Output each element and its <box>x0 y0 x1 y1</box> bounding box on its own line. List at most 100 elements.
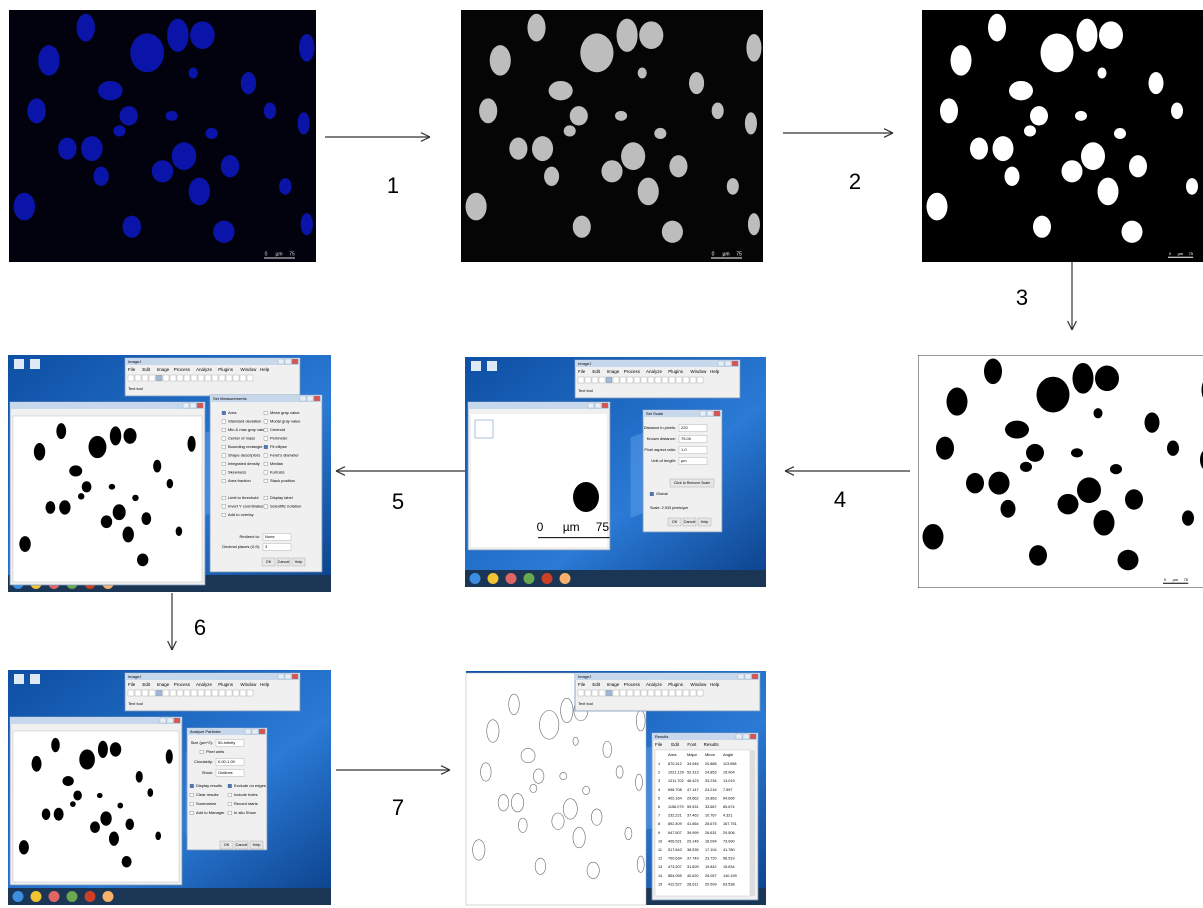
taskbar-icon <box>102 891 114 902</box>
nucleus-black <box>51 737 60 753</box>
nucleus-blue <box>167 18 189 52</box>
checkbox <box>263 453 268 458</box>
nucleus-black <box>1020 461 1032 472</box>
nucleus-black <box>108 483 116 490</box>
table-cell: 16.094 <box>705 839 717 843</box>
window-button <box>313 395 321 402</box>
nucleus-black <box>165 749 173 764</box>
tool-icon <box>211 689 219 697</box>
taskbar-icon <box>48 891 60 902</box>
set-scale-dialog-titlebar <box>643 410 722 417</box>
button-label: Help <box>253 843 261 847</box>
checkbox <box>221 504 226 509</box>
checkbox-label: Display results <box>196 783 222 788</box>
table-cell: 96.519 <box>723 857 735 861</box>
tool-icon <box>246 374 254 382</box>
arrow-head <box>883 132 894 138</box>
nucleus-black <box>936 436 954 460</box>
nucleus-gray <box>601 160 623 183</box>
tool-icon <box>668 689 676 697</box>
nucleus-black <box>45 501 56 514</box>
desktop-icon <box>487 361 497 371</box>
button-label: Cancel <box>278 560 290 564</box>
menu-item: Results <box>704 742 720 747</box>
nucleus-white <box>1033 215 1051 238</box>
table-cell: 4 <box>658 788 660 792</box>
nucleus-outline <box>572 827 586 849</box>
nucleus-black <box>59 500 71 515</box>
window-title: Results <box>655 734 668 739</box>
menu-item: Edit <box>671 742 680 747</box>
results-window-titlebar <box>652 733 758 740</box>
nucleus-blue <box>122 215 142 238</box>
nucleus-gray <box>580 33 614 73</box>
image-window-titlebar <box>10 402 205 409</box>
nucleus-black <box>100 811 112 826</box>
nucleus-black <box>147 788 154 797</box>
analyze-particles-dialog <box>186 727 268 851</box>
button-label: Cancel <box>684 520 696 524</box>
table-cell: 26.631 <box>705 831 717 835</box>
table-cell: 517.643 <box>668 848 682 852</box>
nucleus-black <box>33 443 46 461</box>
nucleus-outline <box>586 861 600 879</box>
nucleus-blue <box>81 136 103 162</box>
imagej-window-titlebar <box>575 673 760 680</box>
button-label: Cancel <box>236 843 248 847</box>
nucleus-outline <box>562 798 578 820</box>
nucleus-black <box>946 387 968 416</box>
tool-icon <box>633 376 641 384</box>
table-cell: 29.662 <box>687 796 699 800</box>
arrow-head <box>440 769 451 775</box>
nucleus-black <box>1026 443 1044 462</box>
tool-icon <box>218 374 226 382</box>
scale-unit: µm <box>563 520 580 534</box>
tool-icon <box>134 374 142 382</box>
checkbox-label: Area fraction <box>228 478 251 483</box>
nucleus-outline <box>615 765 624 779</box>
nucleus-white <box>926 192 948 221</box>
nucleus-outline <box>539 710 560 740</box>
nucleus-blue <box>279 178 292 195</box>
nucleus-gray <box>637 67 647 79</box>
table-cell: 696.708 <box>668 788 682 792</box>
table-cell: 870.312 <box>668 762 682 766</box>
nucleus-black <box>1200 450 1203 469</box>
nucleus-outline <box>520 748 536 764</box>
tool-icon <box>682 689 690 697</box>
imagej-window-titlebar <box>575 360 740 367</box>
dialog-button <box>261 557 276 567</box>
tool-icon <box>148 689 156 697</box>
nucleus-gray <box>637 177 659 206</box>
nucleus-white <box>988 13 1006 42</box>
checkbox-label: Shape descriptors <box>228 453 260 458</box>
nucleus-gray <box>747 213 760 236</box>
nucleus-black <box>70 801 76 807</box>
tool-icon <box>584 376 592 384</box>
text-field <box>678 446 708 454</box>
checkbox-label: Centroid <box>270 427 285 432</box>
nucleus-white <box>970 137 988 160</box>
dialog-button <box>697 517 712 527</box>
scrollbar <box>750 750 755 896</box>
checkbox-label: Modal gray value <box>270 419 301 424</box>
nucleus-outline <box>602 740 612 758</box>
nucleus-black <box>1005 420 1029 439</box>
nucleus-white <box>1004 166 1020 187</box>
table-cell: 9 <box>658 831 660 835</box>
table-cell: 402.164 <box>668 796 682 800</box>
table-cell: 19.863 <box>705 796 717 800</box>
menu-item: Edit <box>142 682 151 687</box>
nucleus-outline <box>529 784 538 793</box>
image-window-titlebar <box>10 717 182 724</box>
window-title: ImageJ <box>578 674 591 679</box>
table-cell: 20.599 <box>705 882 717 886</box>
desktop-icon <box>471 361 481 371</box>
text-field <box>678 457 708 465</box>
tool-icon <box>612 376 620 384</box>
checkbox-label: Perimeter <box>270 436 288 441</box>
window-button <box>744 673 752 680</box>
window-button <box>258 728 266 735</box>
tool-icon <box>141 374 149 382</box>
desktop-icon <box>14 359 24 369</box>
